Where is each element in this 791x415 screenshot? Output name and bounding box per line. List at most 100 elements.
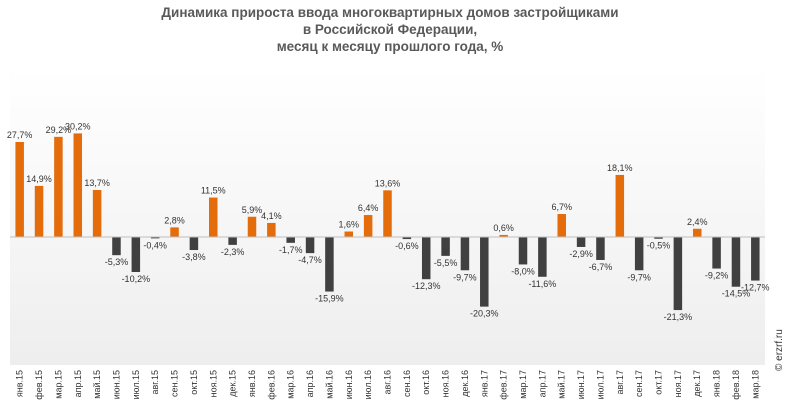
- bar-апр.16: [305, 237, 315, 254]
- data-label-сен.17: -9,7%: [627, 272, 651, 282]
- bar-фев.16: [267, 222, 276, 237]
- bar-мар.18: [751, 237, 760, 281]
- bar-фев.17: [499, 234, 508, 237]
- x-tick-мар.15: мар.15: [53, 370, 63, 399]
- data-label-мар.15: 29,2%: [46, 125, 72, 135]
- data-label-авг.17: 18,1%: [607, 163, 633, 173]
- x-tick-окт.15: окт.15: [189, 370, 199, 395]
- bar-сен.17: [634, 237, 644, 271]
- x-tick-дек.17: дек.17: [692, 370, 702, 397]
- x-tick-июн.15: июн.15: [111, 370, 121, 399]
- bar-янв.18: [712, 237, 721, 269]
- bar-янв.15: [15, 141, 24, 237]
- x-tick-май.15: май.15: [92, 370, 102, 399]
- data-label-мар.16: -1,7%: [279, 245, 303, 255]
- bar-дек.15: [228, 237, 237, 245]
- chart-title-line-3: месяц к месяцу прошлого года, %: [277, 39, 504, 54]
- bar-окт.15: [189, 237, 199, 251]
- data-label-янв.16: 5,9%: [242, 205, 263, 215]
- watermark: © erzrf.ru: [774, 329, 785, 371]
- data-label-май.17: 6,7%: [551, 202, 572, 212]
- bar-апр.15: [73, 133, 83, 237]
- bar-мар.17: [518, 237, 528, 265]
- x-tick-дек.16: дек.16: [460, 370, 470, 397]
- data-label-ноя.17: -21,3%: [664, 312, 693, 322]
- bar-фев.15: [34, 185, 44, 237]
- bar-сен.15: [170, 227, 179, 237]
- x-tick-авг.15: авг.15: [150, 370, 160, 394]
- x-tick-сен.15: сен.15: [170, 370, 180, 397]
- data-label-июл.15: -10,2%: [122, 274, 151, 284]
- x-tick-янв.16: янв.16: [247, 370, 257, 397]
- x-tick-ноя.17: ноя.17: [673, 370, 683, 397]
- bar-июл.17: [596, 237, 605, 260]
- bar-сен.16: [402, 237, 412, 240]
- data-label-апр.17: -11,6%: [528, 279, 556, 289]
- x-tick-дек.15: дек.15: [228, 370, 238, 397]
- x-axis-tick-labels: янв.15 фев.15 мар.15 апр.15 май.15 июн.15 июл.…: [15, 370, 761, 400]
- bar-авг.15: [150, 237, 160, 239]
- data-label-дек.17: 2,4%: [687, 217, 708, 227]
- bar-июл.15: [131, 237, 141, 272]
- x-tick-мар.18: мар.18: [750, 370, 760, 399]
- x-tick-авг.17: авг.17: [615, 370, 625, 394]
- x-tick-янв.18: янв.18: [712, 370, 722, 397]
- data-label-ноя.16: -5,5%: [434, 258, 458, 268]
- data-label-янв.15: 27,7%: [7, 130, 33, 140]
- bar-ноя.15: [209, 197, 218, 238]
- x-tick-май.17: май.17: [557, 370, 567, 399]
- bar-июн.15: [112, 237, 121, 256]
- bar-май.15: [92, 190, 102, 237]
- x-tick-июл.16: июл.16: [363, 370, 373, 399]
- bar-дек.17: [692, 228, 702, 237]
- bar-май.16: [325, 237, 334, 292]
- bar-июн.16: [344, 231, 354, 237]
- data-label-сен.16: -0,6%: [395, 241, 419, 251]
- bar-авг.17: [615, 174, 625, 237]
- data-label-авг.15: -0,4%: [143, 240, 167, 250]
- bar-дек.16: [460, 237, 470, 271]
- bar-июн.17: [576, 237, 586, 247]
- data-label-фев.16: 4,1%: [261, 211, 282, 221]
- data-labels-group: 27,7% 14,9% 29,2%30,2% 13,7% -5,3% -10,2% -0,4…: [7, 121, 770, 322]
- x-tick-апр.17: апр.17: [537, 370, 547, 397]
- data-label-апр.16: -4,7%: [298, 255, 322, 265]
- data-label-июл.17: -6,7%: [589, 262, 613, 272]
- data-label-ноя.15: 11,5%: [201, 186, 226, 196]
- data-label-сен.15: 2,8%: [164, 215, 185, 225]
- x-tick-апр.16: апр.16: [305, 370, 315, 397]
- bar-янв.17: [480, 237, 489, 307]
- x-tick-авг.16: авг.16: [383, 370, 393, 394]
- x-tick-май.16: май.16: [324, 370, 334, 399]
- data-label-дек.15: -2,3%: [221, 247, 245, 257]
- data-label-мар.18: -12,7%: [741, 283, 770, 293]
- x-tick-янв.17: янв.17: [479, 370, 489, 397]
- x-tick-мар.16: мар.16: [286, 370, 296, 399]
- bar-мар.16: [286, 237, 295, 243]
- data-label-июн.16: 1,6%: [339, 220, 360, 230]
- bar-июл.16: [363, 215, 373, 237]
- data-label-янв.17: -20,3%: [470, 309, 499, 319]
- x-tick-сен.16: сен.16: [402, 370, 412, 397]
- bar-мар.15: [54, 136, 63, 237]
- bar-ноя.17: [673, 237, 683, 311]
- x-tick-июл.17: июл.17: [595, 370, 605, 399]
- data-label-мар.17: -8,0%: [511, 266, 535, 276]
- chart-title-line-2: в Российской Федерации,: [303, 22, 477, 37]
- bar-апр.17: [538, 237, 547, 277]
- x-tick-июл.15: июл.15: [131, 370, 141, 399]
- data-label-янв.18: -9,2%: [705, 271, 729, 281]
- bar-ноя.16: [441, 237, 450, 256]
- x-tick-фев.17: фев.17: [499, 370, 509, 400]
- x-tick-июн.16: июн.16: [344, 370, 354, 399]
- data-label-май.16: -15,9%: [315, 294, 344, 304]
- data-label-фев.15: 14,9%: [26, 174, 52, 184]
- data-label-апр.15: 30,2%: [65, 121, 91, 131]
- bar-май.17: [557, 214, 566, 237]
- data-label-фев.18: -14,5%: [722, 289, 751, 299]
- x-tick-ноя.15: ноя.15: [208, 370, 218, 397]
- x-tick-окт.17: окт.17: [654, 370, 664, 395]
- bar-окт.17: [654, 237, 663, 239]
- data-label-июл.16: 6,4%: [358, 203, 379, 213]
- x-tick-окт.16: окт.16: [421, 370, 431, 395]
